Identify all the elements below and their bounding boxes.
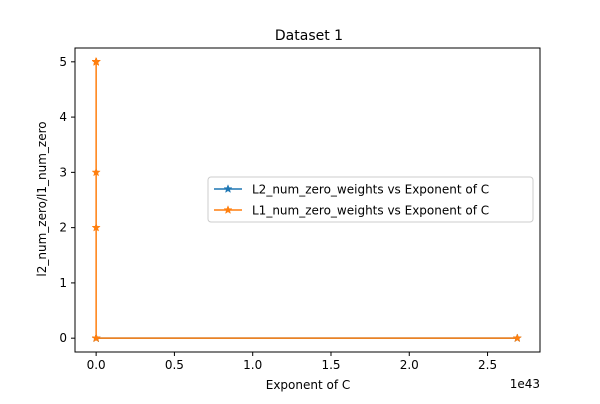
legend-label-1: L2_num_zero_weights vs Exponent of C <box>252 183 489 197</box>
x-tick-label: 2.0 <box>400 358 419 372</box>
y-tick-label: 4 <box>59 110 67 124</box>
series-2-marker <box>91 333 101 343</box>
axes-frame <box>74 47 541 353</box>
x-axis-offset-text: 1e43 <box>510 377 540 391</box>
y-tick-label: 2 <box>59 221 67 235</box>
legend-label-2: L1_num_zero_weights vs Exponent of C <box>252 204 489 218</box>
legend-marker-2 <box>223 205 233 214</box>
y-tick-label: 3 <box>59 165 67 179</box>
legend-box <box>207 176 534 223</box>
x-tick-label: 1.0 <box>243 358 262 372</box>
chart-title: Dataset 1 <box>275 28 343 44</box>
series-2-marker <box>91 167 101 177</box>
axes: 0.0 0.5 1.0 1.5 2.0 2.5 0 1 2 3 4 5 <box>59 47 541 372</box>
legend-marker-1 <box>223 184 233 193</box>
series-2-marker <box>91 222 101 232</box>
y-tick-label: 5 <box>59 55 67 69</box>
series-2-marker <box>512 333 522 343</box>
x-tick-label: 0.0 <box>87 358 106 372</box>
legend: L2_num_zero_weights vs Exponent of C L1_n… <box>207 176 534 223</box>
series-2-marker <box>91 56 101 66</box>
y-axis-label: l2_num_zero/l1_num_zero <box>35 121 49 276</box>
plot-area <box>91 56 522 343</box>
x-axis-label: Exponent of C <box>266 378 351 392</box>
x-tick-label: 0.5 <box>165 358 184 372</box>
y-tick-label: 0 <box>59 331 67 345</box>
y-tick-label: 1 <box>59 276 67 290</box>
x-tick-label: 2.5 <box>478 358 497 372</box>
x-tick-label: 1.5 <box>321 358 340 372</box>
